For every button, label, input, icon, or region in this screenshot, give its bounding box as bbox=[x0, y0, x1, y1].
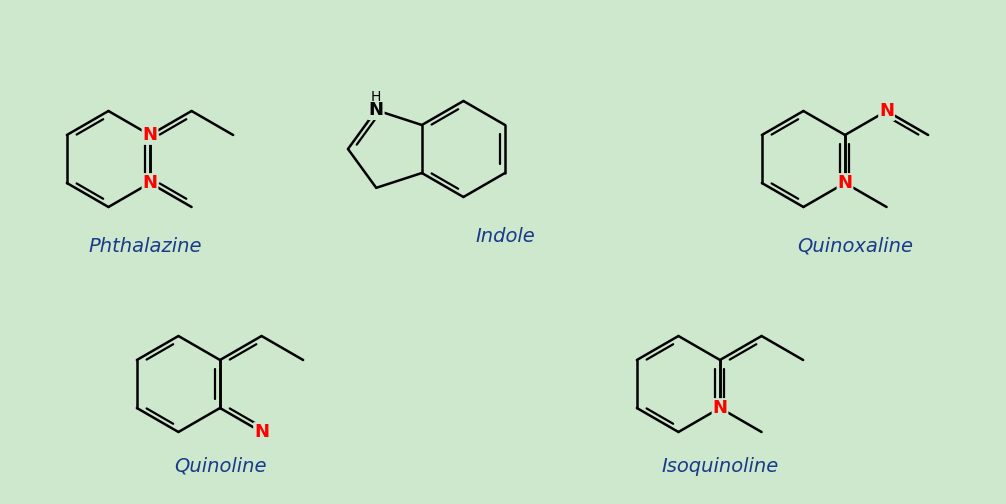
Text: N: N bbox=[838, 174, 852, 192]
Text: N: N bbox=[879, 102, 894, 120]
Text: Quinoline: Quinoline bbox=[174, 457, 267, 475]
Text: N: N bbox=[712, 399, 727, 417]
Text: N: N bbox=[369, 101, 383, 119]
Text: H: H bbox=[371, 90, 381, 104]
Text: N: N bbox=[255, 423, 269, 441]
Text: Isoquinoline: Isoquinoline bbox=[661, 457, 779, 475]
Text: N: N bbox=[143, 174, 158, 192]
Text: N: N bbox=[143, 126, 158, 144]
Text: Phthalazine: Phthalazine bbox=[89, 236, 202, 256]
Text: Indole: Indole bbox=[475, 226, 535, 245]
Text: Quinoxaline: Quinoxaline bbox=[797, 236, 913, 256]
